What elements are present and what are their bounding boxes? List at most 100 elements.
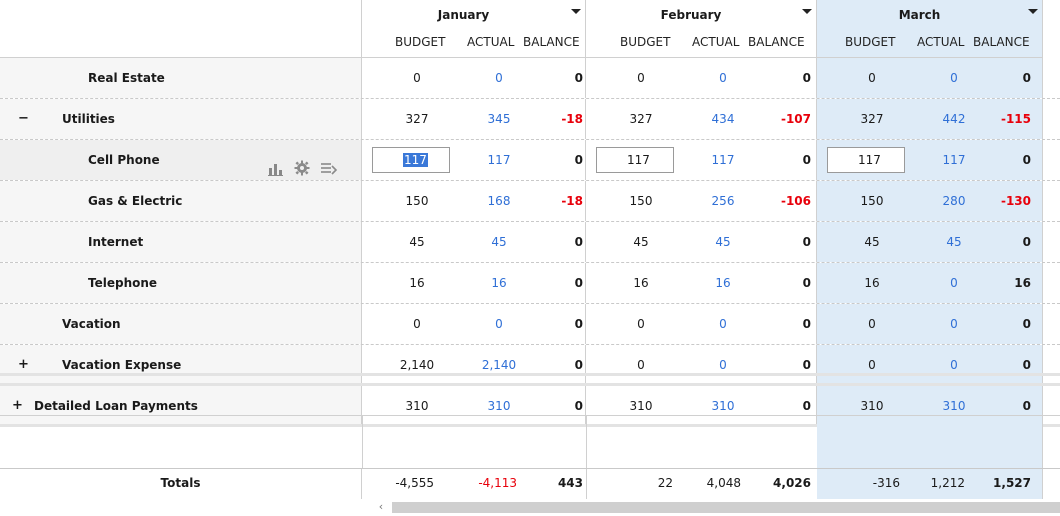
budget-cell[interactable]: 0 <box>413 317 421 331</box>
scrollbar-thumb[interactable] <box>392 502 1060 513</box>
scroll-left-icon[interactable]: ‹ <box>378 500 384 513</box>
actual-cell[interactable]: 0 <box>495 317 503 331</box>
budget-cell[interactable]: 327 <box>860 112 884 126</box>
table-row[interactable]: Internet 45 45 0 45 45 0 45 45 0 <box>0 222 1060 263</box>
actual-cell[interactable]: 16 <box>715 276 731 290</box>
budget-input[interactable]: 117 <box>372 147 450 173</box>
balance-cell: 0 <box>574 399 583 413</box>
month-band <box>362 304 586 344</box>
budget-input[interactable]: 117 <box>827 147 905 173</box>
row-label: Utilities <box>62 112 115 126</box>
actual-cell[interactable]: 310 <box>487 399 511 413</box>
actual-cell[interactable]: 16 <box>491 276 507 290</box>
actual-cell[interactable]: 434 <box>711 112 735 126</box>
budget-cell[interactable]: 327 <box>405 112 429 126</box>
month-header-march[interactable]: March BUDGET ACTUAL BALANCE <box>817 0 1043 58</box>
month-header-january[interactable]: January BUDGET ACTUAL BALANCE <box>362 0 586 58</box>
month-header-february[interactable]: February BUDGET ACTUAL BALANCE <box>586 0 817 58</box>
budget-input[interactable]: 117 <box>596 147 674 173</box>
bar-chart-icon[interactable] <box>268 152 284 192</box>
actual-cell[interactable]: 442 <box>942 112 966 126</box>
budget-cell[interactable]: 327 <box>629 112 653 126</box>
table-row[interactable]: − Utilities 327 345 -18 327 434 -107 327 442 -115 <box>0 99 1060 140</box>
row-label: Detailed Loan Payments <box>34 399 198 413</box>
table-row[interactable]: + Vacation Expense 2,140 2,140 0 0 0 0 0 0 0 <box>0 345 1060 386</box>
actual-cell[interactable]: 117 <box>942 153 966 167</box>
actual-cell[interactable]: 0 <box>950 276 958 290</box>
gear-icon[interactable] <box>294 152 310 192</box>
actual-cell[interactable]: 256 <box>711 194 735 208</box>
budget-cell[interactable]: 310 <box>629 399 653 413</box>
row-label-cell[interactable]: Telephone <box>0 263 362 303</box>
actual-cell[interactable]: 45 <box>946 235 962 249</box>
actual-cell[interactable]: 345 <box>487 112 511 126</box>
budget-cell[interactable]: 0 <box>868 358 876 372</box>
table-row[interactable]: Gas & Electric 150 168 -18 150 256 -106 150 280 -… <box>0 181 1060 222</box>
actual-cell[interactable]: 0 <box>950 317 958 331</box>
totals-label: Totals <box>0 469 362 499</box>
budget-cell[interactable]: 0 <box>868 317 876 331</box>
row-label: Real Estate <box>88 71 165 85</box>
budget-cell[interactable]: 0 <box>868 71 876 85</box>
row-label-cell[interactable]: Vacation <box>0 304 362 344</box>
budget-cell[interactable]: 45 <box>633 235 649 249</box>
month-band <box>586 263 817 303</box>
table-row[interactable]: + Detailed Loan Payments 310 310 0 310 310 0 310… <box>0 386 1060 427</box>
budget-cell[interactable]: 16 <box>864 276 880 290</box>
actual-cell[interactable]: 0 <box>950 358 958 372</box>
table-row[interactable]: Cell Phone 117 117 0 117 117 0 117 117 0 <box>0 140 1060 181</box>
budget-cell[interactable]: 16 <box>409 276 425 290</box>
actual-cell[interactable]: 280 <box>942 194 966 208</box>
row-label-cell[interactable]: Real Estate <box>0 58 362 98</box>
actual-cell[interactable]: 45 <box>491 235 507 249</box>
month-band <box>362 99 586 139</box>
budget-cell[interactable]: 150 <box>405 194 429 208</box>
balance-cell: -115 <box>1000 112 1031 126</box>
table-row[interactable]: Real Estate 0 0 0 0 0 0 0 0 0 <box>0 58 1060 99</box>
row-label-cell[interactable]: + Detailed Loan Payments <box>0 386 362 424</box>
row-label-cell[interactable]: + Vacation Expense <box>0 345 362 383</box>
transfer-icon[interactable] <box>320 152 338 192</box>
actual-cell[interactable]: 117 <box>487 153 511 167</box>
budget-cell[interactable]: 0 <box>637 358 645 372</box>
table-row[interactable]: Telephone 16 16 0 16 16 0 16 0 16 <box>0 263 1060 304</box>
actual-cell[interactable]: 0 <box>495 71 503 85</box>
month-band <box>817 99 1043 139</box>
horizontal-scrollbar[interactable]: ‹ <box>372 498 1060 516</box>
actual-cell[interactable]: 45 <box>715 235 731 249</box>
budget-cell[interactable]: 0 <box>413 71 421 85</box>
actual-cell[interactable]: 0 <box>719 71 727 85</box>
budget-cell[interactable]: 150 <box>860 194 884 208</box>
expand-icon[interactable]: + <box>18 357 29 372</box>
actual-cell[interactable]: 168 <box>487 194 511 208</box>
row-label-cell[interactable]: Cell Phone <box>0 140 362 180</box>
actual-cell[interactable]: 0 <box>719 358 727 372</box>
budget-cell[interactable]: 2,140 <box>399 358 435 372</box>
budget-cell[interactable]: 0 <box>637 317 645 331</box>
actual-cell[interactable]: 2,140 <box>481 358 517 372</box>
row-label-cell[interactable]: Internet <box>0 222 362 262</box>
actual-cell[interactable]: 310 <box>711 399 735 413</box>
table-row[interactable]: Vacation 0 0 0 0 0 0 0 0 0 <box>0 304 1060 345</box>
actual-cell[interactable]: 0 <box>719 317 727 331</box>
row-label: Gas & Electric <box>88 194 183 208</box>
budget-cell[interactable]: 310 <box>860 399 884 413</box>
balance-cell: -106 <box>780 194 811 208</box>
col-header-budget: BUDGET <box>620 35 671 49</box>
budget-cell[interactable]: 310 <box>405 399 429 413</box>
budget-cell[interactable]: 0 <box>637 71 645 85</box>
row-label-cell[interactable]: − Utilities <box>0 99 362 139</box>
actual-cell[interactable]: 310 <box>942 399 966 413</box>
balance-cell: 0 <box>574 276 583 290</box>
total-budget: -4,555 <box>395 476 434 490</box>
budget-cell[interactable]: 45 <box>409 235 425 249</box>
budget-cell[interactable]: 16 <box>633 276 649 290</box>
budget-cell[interactable]: 45 <box>864 235 880 249</box>
actual-cell[interactable]: 0 <box>950 71 958 85</box>
category-header <box>0 0 362 58</box>
actual-cell[interactable]: 117 <box>711 153 735 167</box>
budget-cell[interactable]: 150 <box>629 194 653 208</box>
row-label-cell[interactable]: Gas & Electric <box>0 181 362 221</box>
collapse-icon[interactable]: − <box>18 111 29 126</box>
expand-icon[interactable]: + <box>12 398 23 413</box>
